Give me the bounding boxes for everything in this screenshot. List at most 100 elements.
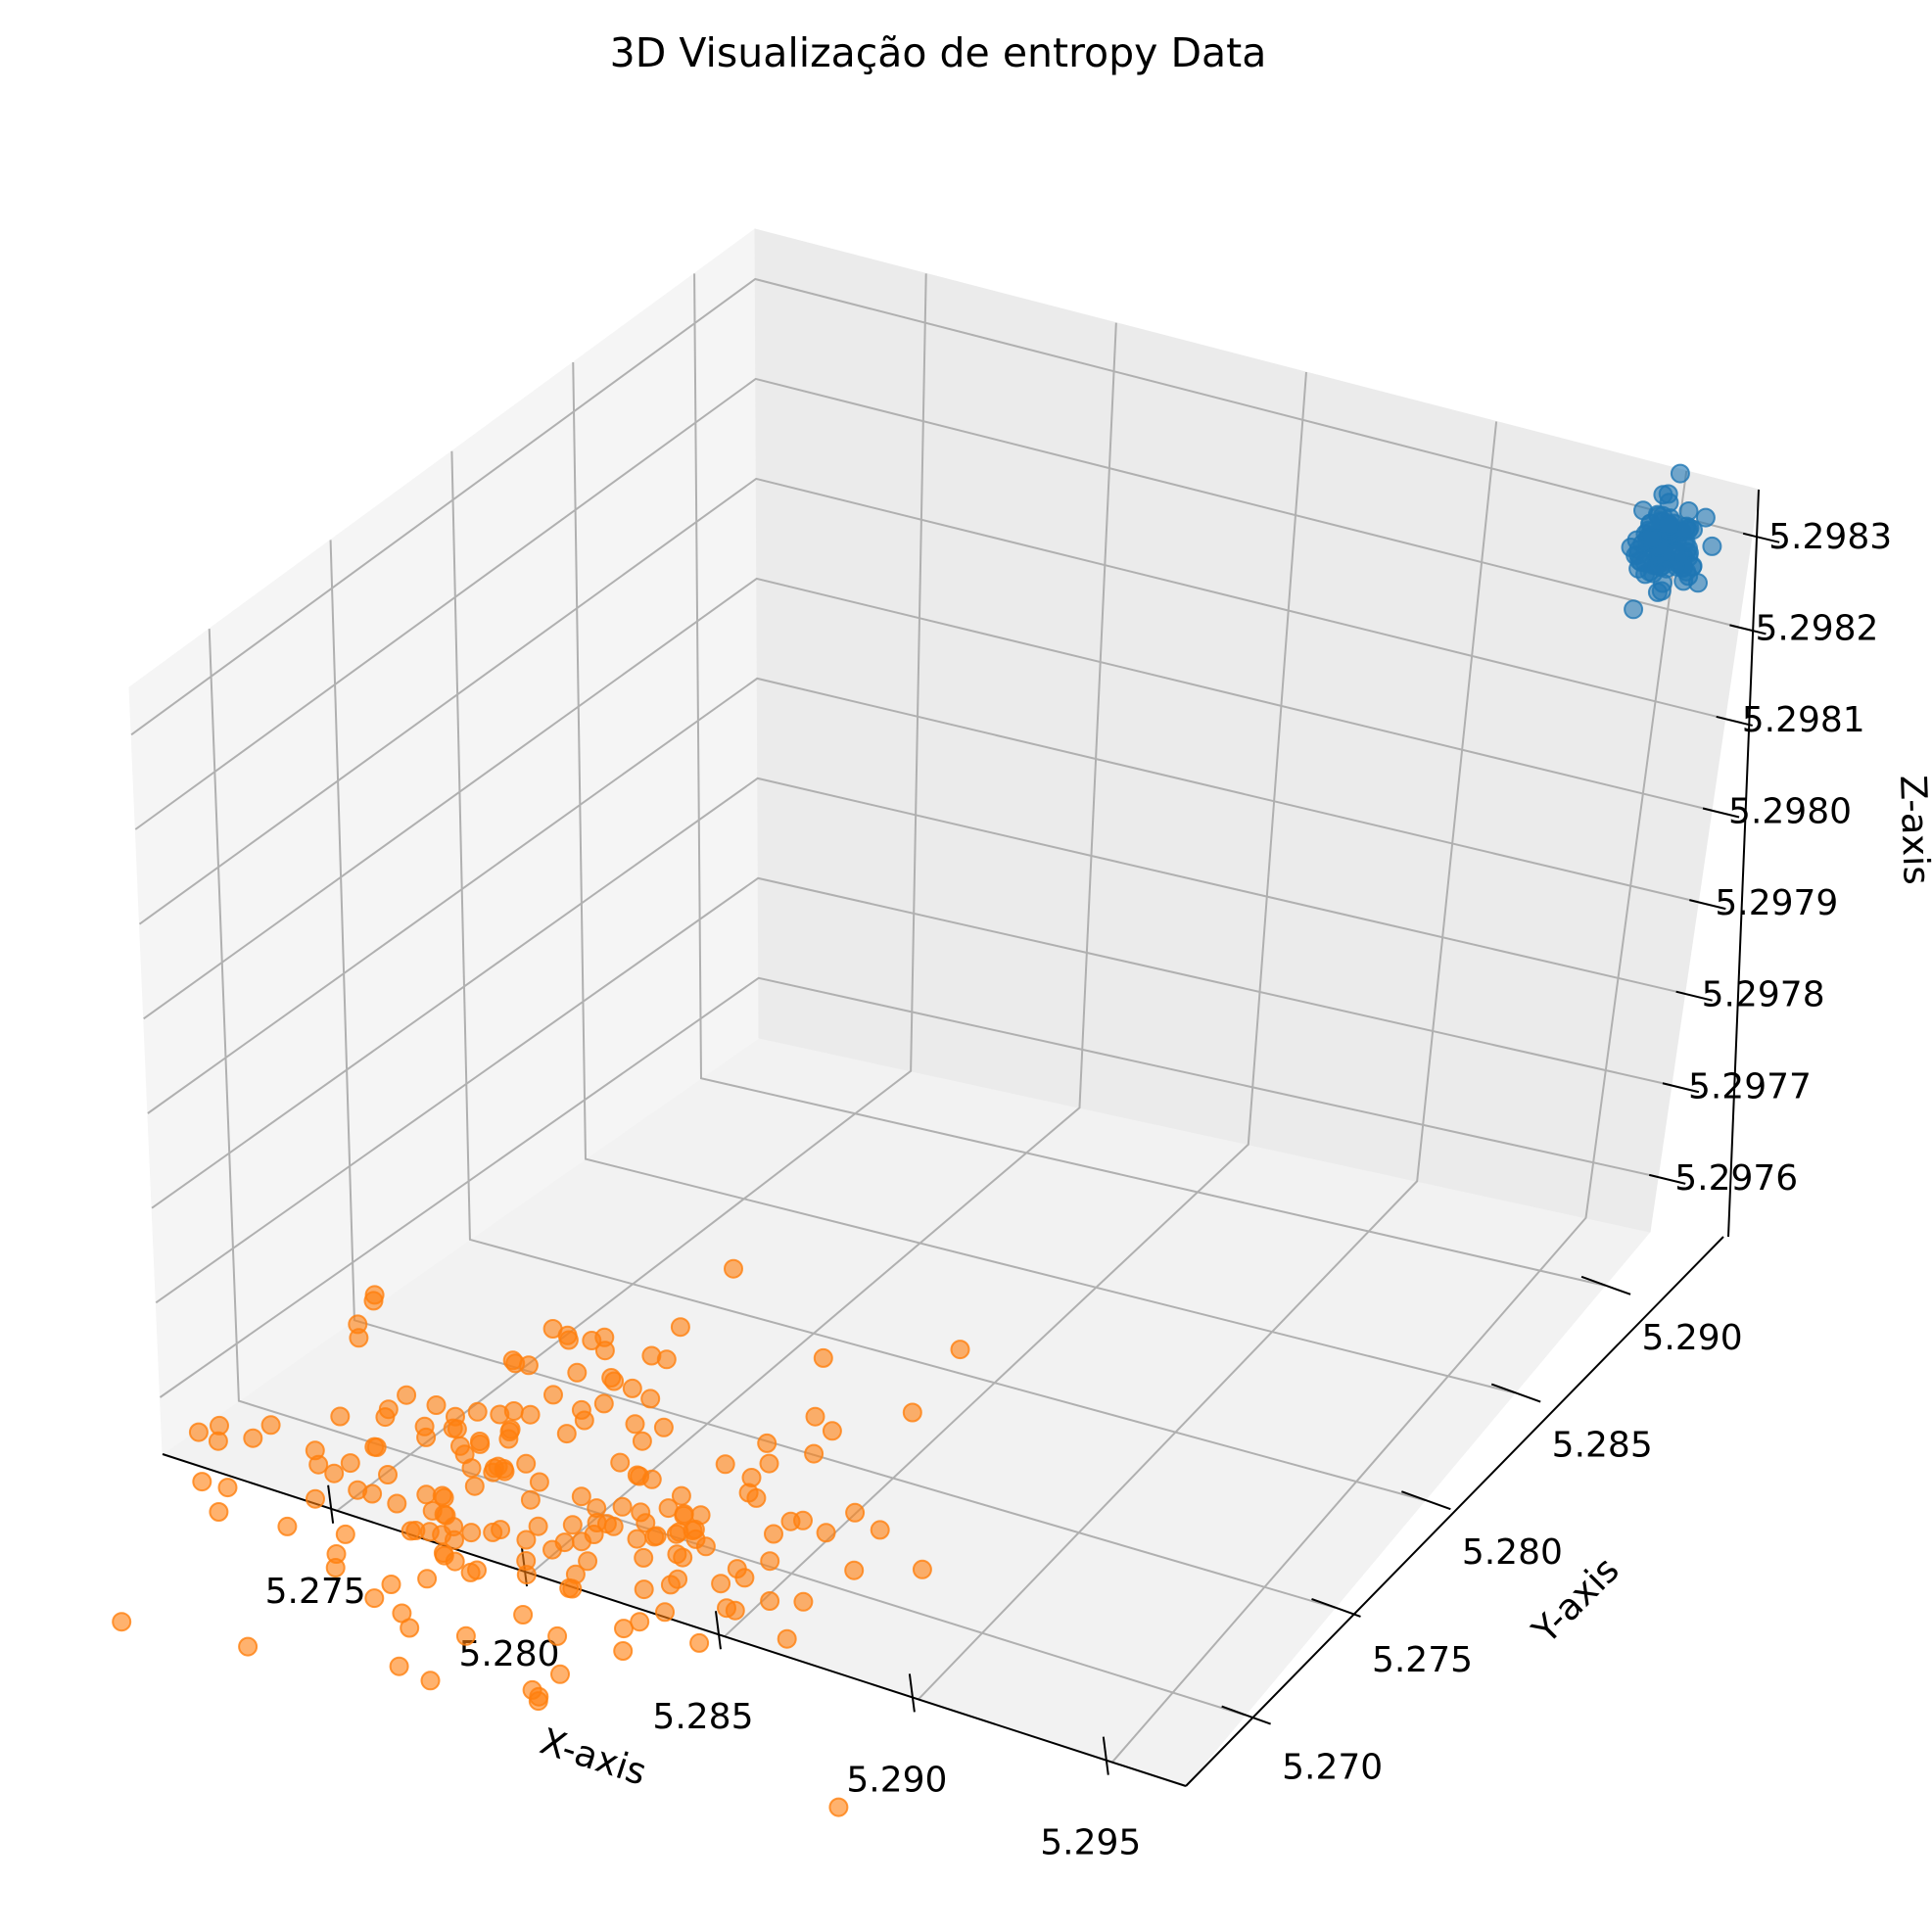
data-point [461, 1523, 482, 1543]
data-point [260, 1415, 281, 1436]
tick-mark-z [1702, 807, 1740, 819]
tick-label-z: 5.2983 [1768, 517, 1892, 557]
data-point [793, 1591, 814, 1612]
tick-mark-z [1675, 990, 1713, 1002]
data-point [192, 1472, 212, 1492]
data-point [417, 1569, 438, 1589]
data-point [516, 1530, 537, 1550]
data-point [610, 1452, 631, 1473]
grid-line-z [151, 777, 1685, 1209]
grid-line-x [1111, 470, 1688, 1764]
data-point [455, 1625, 476, 1646]
y-axis-line [1185, 1236, 1724, 1787]
data-point [632, 1431, 652, 1451]
data-point [467, 1560, 487, 1580]
data-point [378, 1465, 398, 1484]
tick-mark-y [1401, 1490, 1451, 1511]
tick-mark-y [1221, 1705, 1271, 1725]
x-axis-line [162, 1453, 1187, 1787]
data-point [636, 1513, 656, 1533]
data-points [112, 463, 1722, 1817]
data-point [634, 1579, 654, 1600]
tick-mark-z [1716, 715, 1753, 727]
data-point [490, 1404, 510, 1425]
data-point [604, 1371, 625, 1391]
data-point [416, 1484, 437, 1505]
data-point [470, 1434, 491, 1454]
data-point [711, 1574, 731, 1594]
data-point [516, 1551, 537, 1571]
data-point [491, 1520, 511, 1540]
data-point [557, 1325, 578, 1345]
tick-mark-y [1580, 1275, 1631, 1295]
data-point [630, 1612, 650, 1632]
data-point [387, 1493, 407, 1514]
data-point [434, 1487, 454, 1508]
data-point [444, 1517, 464, 1537]
data-point [243, 1428, 263, 1448]
data-point [461, 1458, 482, 1479]
data-point [689, 1632, 710, 1653]
data-point [188, 1422, 209, 1442]
tick-label-z: 5.2981 [1742, 700, 1865, 740]
axis-panes [128, 228, 1760, 1787]
data-point [516, 1453, 537, 1474]
tick-label-x: 5.290 [846, 1760, 947, 1800]
tick-label-y: 5.280 [1462, 1532, 1563, 1573]
tick-label-y: 5.285 [1552, 1426, 1653, 1466]
data-point [217, 1478, 238, 1498]
data-point [112, 1612, 132, 1632]
tick-label-x: 5.280 [459, 1634, 560, 1674]
data-point [634, 1547, 654, 1568]
data-point [760, 1591, 780, 1611]
data-point [547, 1625, 568, 1646]
data-point [565, 1564, 586, 1584]
tick-label-z: 5.2979 [1715, 883, 1838, 923]
x-axis-label: X-axis [535, 1720, 651, 1794]
data-point [641, 1345, 662, 1366]
data-point [674, 1505, 694, 1526]
data-point [378, 1399, 399, 1420]
tick-label-z: 5.2978 [1702, 975, 1825, 1015]
data-point [667, 1544, 687, 1565]
tick-label-z: 5.2976 [1674, 1158, 1798, 1199]
data-point [522, 1679, 542, 1700]
grid-line-z [130, 277, 1753, 736]
data-point [655, 1602, 675, 1623]
data-point [727, 1559, 747, 1579]
z-axis-line [1727, 489, 1760, 1238]
data-point [467, 1401, 488, 1422]
data-point [1702, 536, 1722, 556]
data-point [330, 1406, 351, 1427]
data-point [488, 1456, 508, 1477]
data-point [308, 1454, 329, 1475]
data-point [464, 1476, 485, 1496]
data-point [335, 1524, 355, 1544]
grid-line-z [138, 477, 1725, 925]
z-axis-label: Z-axis [1892, 775, 1932, 886]
data-point [671, 1485, 691, 1506]
data-point [594, 1327, 615, 1347]
data-point [574, 1410, 594, 1431]
data-point [724, 1258, 743, 1279]
data-point [828, 1797, 849, 1817]
data-point [644, 1527, 665, 1547]
tick-label-z: 5.2977 [1688, 1066, 1812, 1107]
data-point [1670, 463, 1690, 484]
tick-label-y: 5.290 [1642, 1318, 1743, 1358]
data-point [401, 1521, 421, 1541]
data-point [340, 1453, 360, 1474]
data-point [550, 1664, 570, 1684]
data-point [669, 1522, 689, 1542]
data-point [238, 1636, 259, 1657]
grid-line-z [143, 577, 1713, 1020]
data-point [572, 1531, 591, 1552]
data-point [612, 1496, 633, 1517]
data-point [670, 1317, 690, 1338]
data-point [738, 1483, 759, 1503]
data-point [513, 1605, 534, 1625]
data-point [364, 1285, 385, 1305]
data-point [520, 1404, 541, 1425]
data-point [1688, 573, 1708, 593]
